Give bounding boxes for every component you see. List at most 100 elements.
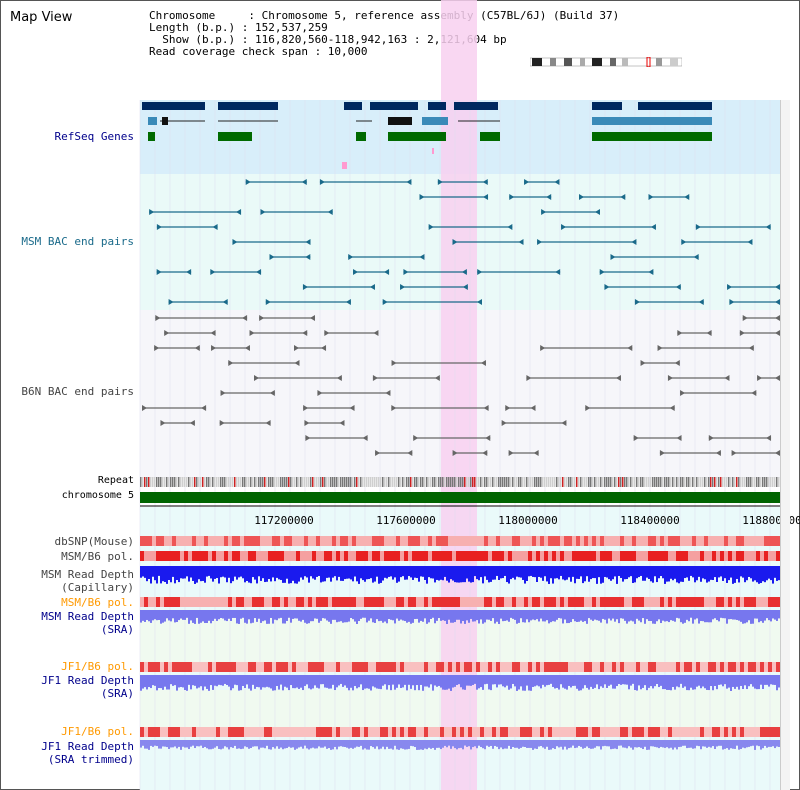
repeat-bar <box>490 477 492 487</box>
jf1-read-depth-sra-label-1[interactable]: JF1 Read Depth <box>41 674 134 687</box>
depth-bar <box>488 566 490 583</box>
depth-bar <box>384 740 386 750</box>
depth-bar <box>562 740 564 750</box>
depth-bar <box>568 740 570 749</box>
heat-cell <box>280 551 284 561</box>
heat-cell <box>628 536 632 546</box>
repeat-bar <box>208 477 210 487</box>
depth-bar <box>722 566 724 581</box>
depth-bar <box>164 740 166 747</box>
refseq-gene-features[interactable] <box>142 102 712 169</box>
heat-cell <box>528 727 532 737</box>
heat-cell <box>684 536 688 546</box>
b6n-bac-end-pairs-label[interactable]: B6N BAC end pairs <box>21 385 134 398</box>
depth-bar <box>516 740 518 748</box>
depth-bar <box>742 675 744 690</box>
heat-cell <box>644 727 648 737</box>
msm-b6-pol-label[interactable]: MSM/B6 pol. <box>61 550 134 563</box>
depth-bar <box>156 610 158 621</box>
heat-cell <box>752 597 756 607</box>
heat-cell <box>572 727 576 737</box>
depth-bar <box>428 610 430 623</box>
heat-cell <box>572 662 576 672</box>
depth-bar <box>452 675 454 688</box>
repeat-bar <box>142 477 144 487</box>
repeat-bar <box>372 477 374 487</box>
chromosome-ideogram[interactable] <box>529 52 683 68</box>
depth-bar <box>702 566 704 579</box>
depth-bar <box>716 740 718 747</box>
msm-bac-pair-end <box>186 269 192 275</box>
repeat-bar <box>552 477 554 487</box>
heat-cell <box>732 551 736 561</box>
depth-bar <box>726 740 728 749</box>
msm-bac-features[interactable] <box>149 179 780 305</box>
repeat-bar <box>340 477 342 487</box>
heat-cell <box>604 597 608 607</box>
jf1-b6-pol-2-label[interactable]: JF1/B6 pol. <box>61 725 134 738</box>
heat-cell <box>512 662 516 672</box>
repeat-bar <box>538 477 540 487</box>
heat-cell <box>672 536 676 546</box>
depth-bar <box>314 675 316 686</box>
b6n-bac-pair-end <box>242 315 248 321</box>
repeat-bar <box>190 477 192 487</box>
heat-cell <box>420 727 424 737</box>
dbsnp-label[interactable]: dbSNP(Mouse) <box>54 535 134 548</box>
heat-cell <box>152 597 156 607</box>
depth-bar <box>572 566 574 577</box>
depth-bar <box>410 740 412 746</box>
msm-bac-end-pairs-label[interactable]: MSM BAC end pairs <box>21 235 134 248</box>
msm-read-depth-sra-label-1[interactable]: MSM Read Depth <box>41 610 134 623</box>
heat-cell <box>560 551 564 561</box>
heat-cell <box>756 536 760 546</box>
depth-bar <box>508 675 510 690</box>
msm-read-depth-capillary-label-1[interactable]: MSM Read Depth <box>41 568 134 581</box>
msm-b6-pol-2-label[interactable]: MSM/B6 pol. <box>61 596 134 609</box>
depth-bar <box>376 610 378 620</box>
heat-cell <box>404 662 408 672</box>
depth-bar <box>212 675 214 690</box>
depth-bar <box>640 740 642 748</box>
heat-cell <box>576 727 580 737</box>
heat-cell <box>452 662 456 672</box>
heat-cell <box>452 727 456 737</box>
depth-bar <box>166 566 168 584</box>
heat-cell <box>240 662 244 672</box>
msm-bac-pair-end <box>648 269 654 275</box>
depth-bar <box>214 566 216 579</box>
depth-bar <box>632 610 634 622</box>
depth-bar <box>154 610 156 620</box>
depth-bar <box>452 610 454 623</box>
depth-bar <box>360 740 362 746</box>
depth-bar <box>492 740 494 749</box>
depth-bar <box>220 675 222 686</box>
depth-bar <box>340 610 342 622</box>
depth-bar <box>636 740 638 748</box>
depth-bar <box>688 610 690 622</box>
depth-bar <box>578 675 580 691</box>
jf1-read-depth-trimmed-label-1[interactable]: JF1 Read Depth <box>41 740 134 753</box>
repeat-bar <box>428 477 430 487</box>
refseq-genes-label[interactable]: RefSeq Genes <box>54 130 134 143</box>
depth-bar <box>242 566 244 579</box>
jf1-b6-pol-label[interactable]: JF1/B6 pol. <box>61 660 134 673</box>
heat-cell <box>708 597 712 607</box>
depth-bar <box>244 610 246 623</box>
heat-cell <box>152 727 156 737</box>
depth-bar <box>676 740 678 750</box>
selected-region-highlight[interactable] <box>441 0 477 790</box>
b6n-bac-features[interactable] <box>142 315 780 456</box>
depth-bar <box>622 566 624 582</box>
heat-cell <box>352 727 356 737</box>
heat-strips[interactable] <box>140 536 780 750</box>
depth-bar <box>600 566 602 584</box>
heat-cell <box>328 597 332 607</box>
depth-bar <box>434 566 436 583</box>
depth-bar <box>256 566 258 584</box>
heat-cell <box>312 597 316 607</box>
repeat-bar <box>232 477 234 487</box>
vertical-scrollbar[interactable] <box>780 100 790 790</box>
repeat-bar <box>302 477 304 487</box>
